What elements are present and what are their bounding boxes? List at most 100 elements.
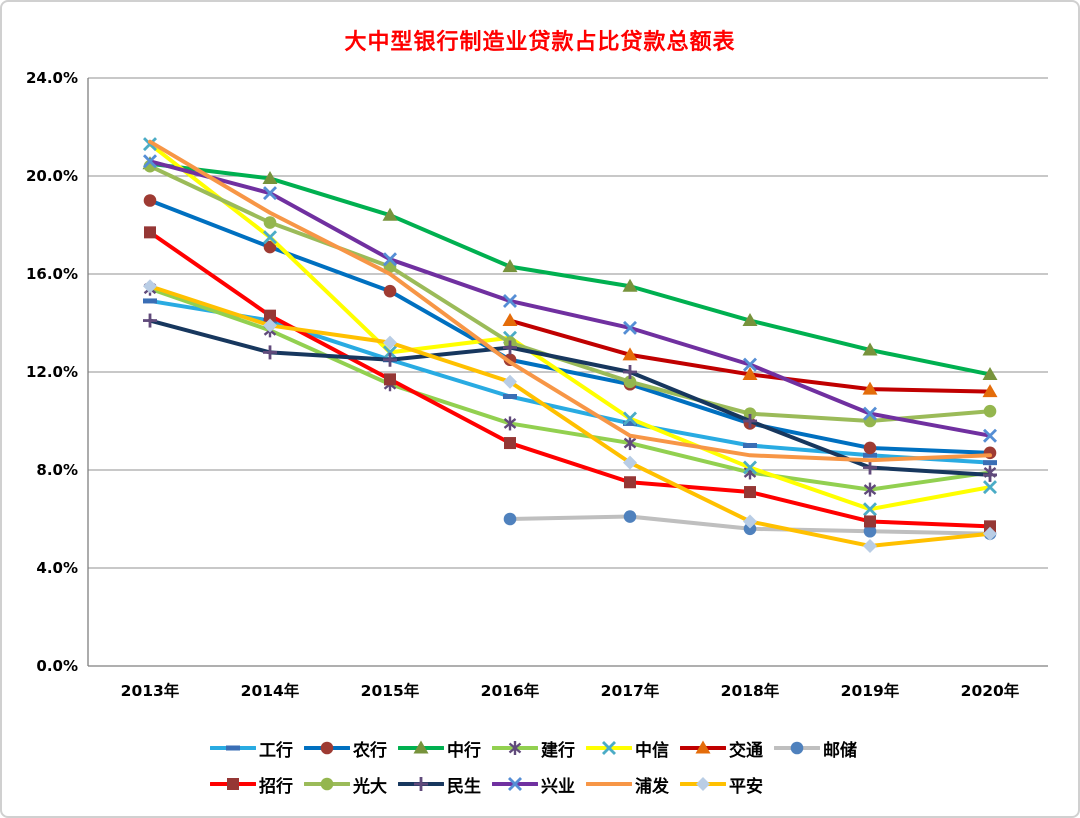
x-axis-tick-label: 2020年 (961, 681, 1020, 700)
data-point-marker (744, 486, 756, 499)
data-point-marker (863, 538, 877, 553)
legend-item-工行: 工行 (210, 730, 304, 766)
series-line (148, 159, 992, 438)
series-line (148, 164, 992, 423)
data-point-marker (413, 740, 429, 754)
data-point-marker (743, 407, 757, 420)
data-point-marker (863, 524, 877, 538)
data-point-marker (508, 777, 522, 791)
data-point-marker (622, 347, 638, 361)
data-point-marker (983, 460, 997, 466)
legend-key-swatch (680, 740, 726, 754)
data-point-marker (382, 207, 398, 221)
data-point-marker (503, 293, 517, 308)
data-point-marker (503, 394, 517, 399)
x-axis-tick-label: 2019年 (841, 681, 900, 700)
data-point-marker (742, 313, 758, 327)
series-中信 (143, 137, 997, 517)
x-axis-tick-label: 2015年 (361, 681, 420, 700)
legend-key-swatch (774, 741, 820, 755)
data-point-marker (143, 137, 157, 152)
data-point-marker (502, 259, 518, 273)
data-point-marker (696, 777, 710, 791)
data-point-marker (320, 777, 334, 791)
legend-label: 兴业 (541, 776, 575, 797)
data-point-marker (863, 452, 877, 458)
data-point-marker (226, 745, 240, 751)
legend-label: 中行 (447, 740, 481, 761)
legend-label: 农行 (353, 740, 387, 761)
data-point-marker (983, 404, 997, 418)
legend-item-农行: 农行 (304, 730, 398, 766)
data-point-marker (263, 240, 277, 254)
legend-key-swatch (586, 741, 632, 755)
data-point-marker (790, 741, 804, 755)
data-point-marker (504, 437, 516, 450)
data-point-marker (982, 366, 998, 380)
legend-label: 工行 (259, 740, 293, 761)
legend-key-swatch (304, 741, 350, 755)
data-point-marker (623, 411, 637, 426)
legend-label: 建行 (541, 740, 575, 761)
chart-title: 大中型银行制造业贷款占比贷款总额表 (344, 30, 736, 55)
x-axis-tick-label: 2013年 (121, 681, 180, 700)
data-point-marker (863, 484, 877, 496)
legend-key-swatch (492, 777, 538, 791)
data-point-marker (623, 320, 637, 335)
y-axis-tick-label: 16.0% (26, 265, 78, 283)
data-point-marker (743, 522, 757, 536)
legend-key-swatch (398, 740, 444, 754)
data-point-marker (863, 502, 877, 517)
data-point-marker (502, 313, 518, 327)
legend-label: 交通 (729, 740, 763, 761)
legend-key-swatch (304, 777, 350, 791)
legend-item-平安: 平安 (680, 766, 774, 802)
data-point-marker (508, 742, 522, 754)
data-point-marker (503, 512, 517, 526)
y-axis-tick-label: 4.0% (36, 559, 78, 577)
data-point-marker (602, 741, 616, 755)
data-point-marker (863, 406, 877, 421)
series-光大 (143, 159, 997, 428)
data-point-marker (983, 526, 997, 541)
legend-label: 邮储 (823, 740, 857, 761)
x-axis-tick-label: 2016年 (481, 681, 540, 700)
legend-item-中行: 中行 (398, 730, 492, 766)
data-point-marker (383, 335, 397, 350)
y-axis-tick-label: 24.0% (26, 69, 78, 87)
data-point-marker (262, 170, 278, 184)
data-point-marker (264, 309, 276, 322)
legend-key-swatch (210, 778, 256, 790)
legend-label: 招行 (259, 776, 293, 797)
data-point-marker (623, 375, 637, 389)
legend-item-交通: 交通 (680, 730, 774, 766)
legend-item-招行: 招行 (210, 766, 304, 802)
series-line (148, 284, 992, 548)
legend-key-swatch (586, 782, 632, 786)
legend-item-中信: 中信 (586, 730, 680, 766)
data-point-marker (743, 460, 757, 475)
legend-item-建行: 建行 (492, 730, 586, 766)
legend-label: 光大 (353, 776, 387, 797)
y-axis-tick-label: 0.0% (36, 657, 78, 675)
data-point-marker (143, 194, 157, 207)
data-point-marker (982, 384, 998, 398)
data-point-marker (984, 520, 996, 533)
series-浦发 (148, 139, 992, 463)
y-axis-tick-label: 8.0% (36, 461, 78, 479)
data-point-marker (623, 437, 637, 449)
data-point-marker (263, 318, 277, 333)
data-point-marker (503, 374, 517, 389)
y-axis-tick-label: 20.0% (26, 167, 78, 185)
series-line (508, 318, 992, 394)
legend-label: 平安 (729, 776, 763, 797)
series-line (148, 286, 992, 492)
legend-item-邮储: 邮储 (774, 730, 868, 766)
legend-label: 民生 (447, 776, 481, 797)
data-point-marker (743, 443, 757, 448)
chart-legend: 工行 农行 中行 建行 中信 交通 邮储 招行 光大 民生 兴业 浦发 平安 (210, 730, 870, 802)
data-point-marker (623, 455, 637, 470)
legend-key-swatch (210, 745, 256, 751)
series-line (148, 230, 992, 529)
data-point-marker (862, 381, 878, 395)
